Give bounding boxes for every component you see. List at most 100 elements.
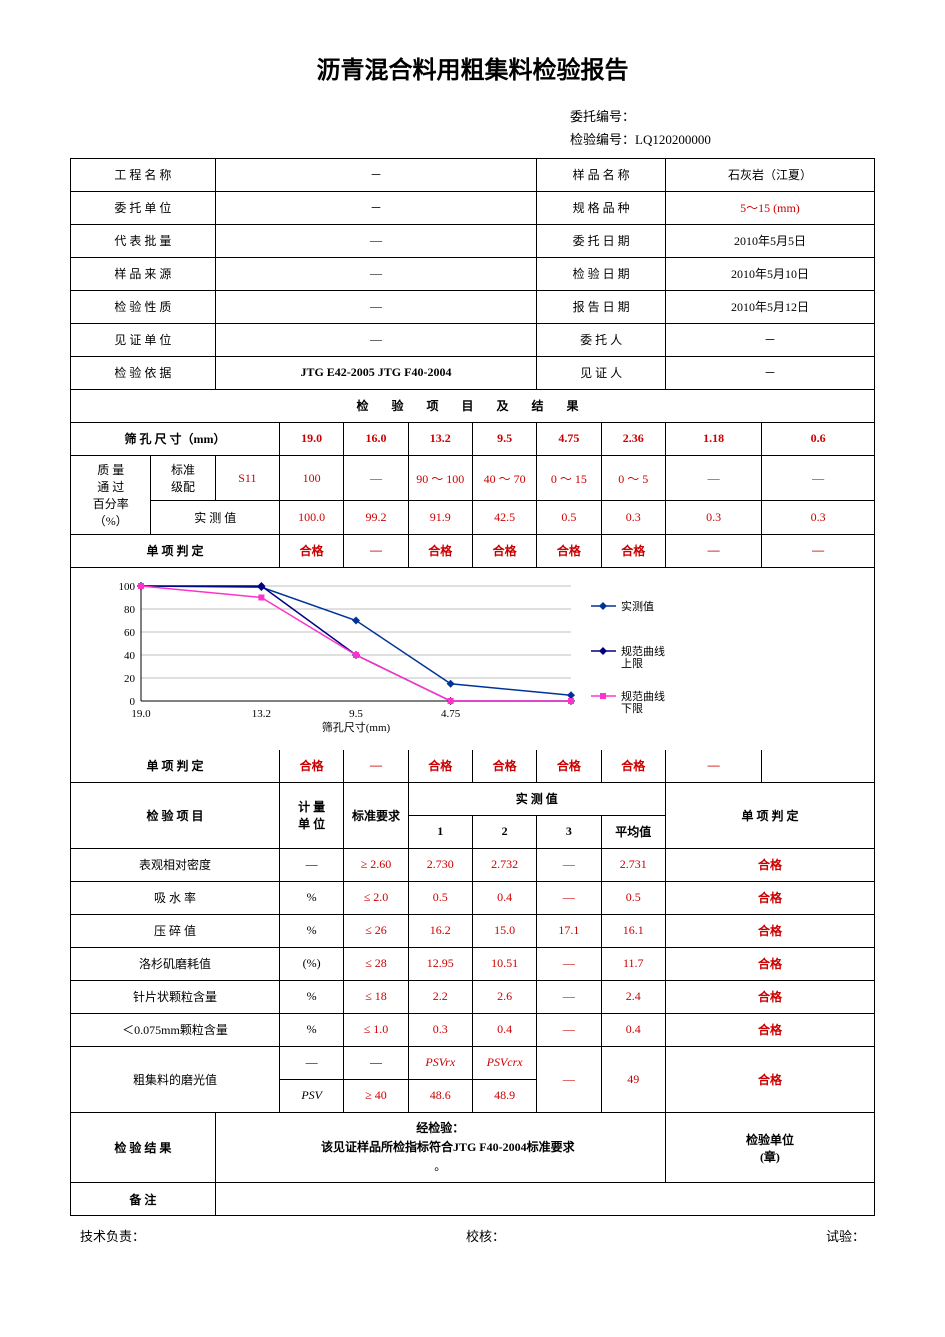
test-v1-3: 12.95	[408, 947, 472, 980]
judge-val: —	[344, 534, 408, 567]
test-v3-5: —	[537, 1013, 601, 1046]
judge-val: 合格	[408, 534, 472, 567]
seal-label: 检验单位 (章)	[665, 1112, 874, 1183]
test-v2-3: 10.51	[472, 947, 536, 980]
footer-tech: 技术负责：	[80, 1226, 145, 1245]
test-req-1: ≤ 2.0	[344, 881, 408, 914]
judge2-val: 合格	[408, 750, 472, 783]
hdr-r-0: 样 品 名 称	[537, 158, 666, 191]
judge2-val: 合格	[472, 750, 536, 783]
test-judge-2: 合格	[665, 914, 874, 947]
sieve-size: 2.36	[601, 422, 665, 455]
hdr-l-4: 检 验 性 质	[71, 290, 216, 323]
svg-text:19.0: 19.0	[131, 708, 151, 720]
hdr-lv-2: —	[215, 224, 537, 257]
test-avg-5: 0.4	[601, 1013, 665, 1046]
meas-val: 99.2	[344, 501, 408, 534]
sieve-size: 1.18	[665, 422, 761, 455]
test-v1-0: 2.730	[408, 848, 472, 881]
test-item-2: 压 碎 值	[71, 914, 280, 947]
judge2-val	[762, 750, 875, 783]
psv-item: 粗集料的磨光值	[71, 1046, 280, 1112]
std-val: —	[665, 455, 761, 501]
judge2-val: —	[344, 750, 408, 783]
judge2-val: 合格	[280, 750, 344, 783]
psv-unit2: PSV	[280, 1079, 344, 1112]
report-title: 沥青混合料用粗集料检验报告	[70, 50, 875, 85]
hdr-l-2: 代 表 批 量	[71, 224, 216, 257]
meas-val: 91.9	[408, 501, 472, 534]
svg-text:9.5: 9.5	[349, 708, 363, 720]
std-val: 0 ～ 5	[601, 455, 665, 501]
test-item-5: ＜0.075mm颗粒含量	[71, 1013, 280, 1046]
test-judge-1: 合格	[665, 881, 874, 914]
meas-val: 0.3	[601, 501, 665, 534]
sieve-size: 0.6	[762, 422, 875, 455]
test-no: LQ120200000	[635, 132, 711, 147]
test-req-0: ≥ 2.60	[344, 848, 408, 881]
pass-rate-label: 质 量 通 过 百分率 （%）	[71, 455, 151, 534]
test-unit-3: (%)	[280, 947, 344, 980]
std-code: S11	[215, 455, 279, 501]
psv-v3: —	[537, 1046, 601, 1112]
tests-judge-head: 单 项 判 定	[665, 782, 874, 848]
hdr-rv-4: 2010年5月12日	[665, 290, 874, 323]
conclusion-label: 检 验 结 果	[71, 1112, 216, 1183]
footer-test: 试验：	[826, 1226, 865, 1245]
sieve-size: 9.5	[472, 422, 536, 455]
test-judge-5: 合格	[665, 1013, 874, 1046]
hdr-l-6: 检 验 依 据	[71, 356, 216, 389]
hdr-rv-2: 2010年5月5日	[665, 224, 874, 257]
meas-val: 100.0	[280, 501, 344, 534]
psv-req: —	[344, 1046, 408, 1079]
std-val: —	[762, 455, 875, 501]
hdr-l-1: 委 托 单 位	[71, 191, 216, 224]
judge-val: —	[762, 534, 875, 567]
svg-text:20: 20	[124, 673, 136, 685]
test-avg-4: 2.4	[601, 980, 665, 1013]
hdr-lv-6: JTG E42-2005 JTG F40-2004	[215, 356, 537, 389]
svg-text:规范曲线: 规范曲线	[621, 644, 665, 658]
test-unit-2: %	[280, 914, 344, 947]
report-table: 工 程 名 称－样 品 名 称石灰岩（江夏）委 托 单 位－规 格 品 种5～1…	[70, 158, 875, 1217]
psv-avg: 49	[601, 1046, 665, 1112]
tests-sub-3: 3	[537, 815, 601, 848]
footer-check: 校核：	[466, 1226, 505, 1245]
std-val: 100	[280, 455, 344, 501]
std-label: 标准 级配	[151, 455, 215, 501]
judge2-val: 合格	[601, 750, 665, 783]
hdr-lv-3: —	[215, 257, 537, 290]
test-judge-3: 合格	[665, 947, 874, 980]
hdr-rv-1: 5～15 (mm)	[665, 191, 874, 224]
tests-req-head: 标准要求	[344, 782, 408, 848]
test-item-3: 洛杉矶磨耗值	[71, 947, 280, 980]
test-v2-1: 0.4	[472, 881, 536, 914]
test-judge-0: 合格	[665, 848, 874, 881]
test-v1-1: 0.5	[408, 881, 472, 914]
sieve-label: 筛 孔 尺 寸（mm）	[71, 422, 280, 455]
test-unit-1: %	[280, 881, 344, 914]
conclusion-line1: 经检验：	[416, 1121, 464, 1135]
test-no-label: 检验编号：	[570, 132, 635, 147]
section-title: 检 验 项 目 及 结 果	[71, 389, 875, 422]
svg-text:4.75: 4.75	[441, 708, 461, 720]
hdr-rv-3: 2010年5月10日	[665, 257, 874, 290]
conclusion-text: 经检验： 该见证样品所检指标符合JTG F40-2004标准要求 。	[215, 1112, 665, 1183]
svg-text:80: 80	[124, 604, 136, 616]
test-unit-4: %	[280, 980, 344, 1013]
sieve-size: 13.2	[408, 422, 472, 455]
svg-text:0: 0	[130, 696, 136, 708]
sieve-size-row: 筛 孔 尺 寸（mm） 19.0 16.0 13.2 9.5 4.75 2.36…	[71, 422, 875, 455]
hdr-lv-4: —	[215, 290, 537, 323]
psv-v2: PSVcrx	[472, 1046, 536, 1079]
svg-text:下限: 下限	[621, 702, 643, 715]
gradation-chart: 02040608010019.013.29.54.75实测值规范曲线上限规范曲线…	[101, 576, 741, 746]
hdr-rv-6: －	[665, 356, 874, 389]
footer: 技术负责： 校核： 试验：	[70, 1226, 875, 1245]
test-avg-3: 11.7	[601, 947, 665, 980]
hdr-lv-0: －	[215, 158, 537, 191]
hdr-r-1: 规 格 品 种	[537, 191, 666, 224]
hdr-r-5: 委 托 人	[537, 323, 666, 356]
test-avg-1: 0.5	[601, 881, 665, 914]
meas-val: 42.5	[472, 501, 536, 534]
